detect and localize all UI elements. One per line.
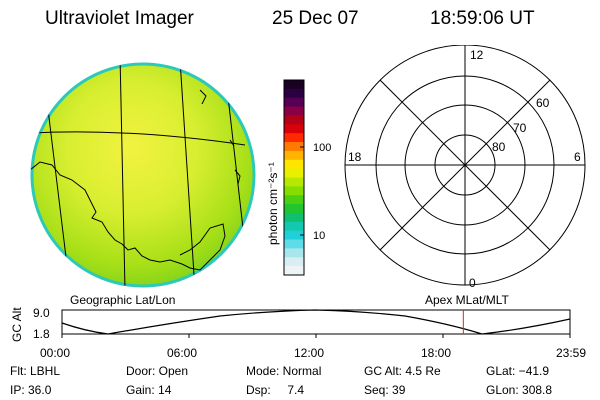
timeline-tick-label: 23:59: [556, 346, 586, 360]
colorbar-band: [284, 97, 304, 108]
info-ip: IP: 36.0: [10, 383, 52, 397]
info-dsp: Dsp: 7.4: [246, 383, 305, 397]
colorbar-label-10: 10: [313, 230, 325, 242]
info-gain: Gain: 14: [126, 383, 172, 397]
polar-label-18: 18: [348, 150, 362, 164]
timeline-ymin: 1.8: [33, 327, 50, 341]
info-gc-alt: GC Alt: 4.5 Re: [364, 364, 441, 378]
colorbar-band: [284, 142, 304, 152]
colorbar-band: [284, 266, 304, 276]
instrument-title: Ultraviolet Imager: [45, 8, 194, 29]
earth-disk: [31, 63, 255, 287]
info-mode: Mode: Normal: [246, 364, 322, 378]
info-seq: Seq: 39: [364, 383, 406, 397]
timeline-tick-label: 12:00: [294, 346, 324, 360]
map-label-apex: Apex MLat/MLT: [425, 294, 509, 307]
timeline-tick-label: 18:00: [421, 346, 451, 360]
colorbar-band: [284, 212, 304, 223]
colorbar-band: [284, 168, 304, 178]
colorbar-band: [284, 150, 304, 161]
info-filter: Flt: LBHL: [10, 364, 61, 378]
polar-label-70: 70: [513, 121, 527, 135]
timeline-tick-label: 06:00: [167, 346, 197, 360]
colorbar-band: [284, 186, 304, 196]
date-label: 25 Dec 07: [272, 8, 359, 29]
colorbar-band: [284, 88, 304, 99]
colorbar-band: [284, 257, 304, 267]
colorbar-band: [284, 106, 304, 116]
earth-image-panel: [30, 62, 256, 288]
altitude-timeline: Geographic Lat/Lon Apex MLat/MLT 9.0 1.8…: [10, 294, 586, 360]
polar-label-0: 0: [469, 276, 476, 290]
polar-label-12: 12: [470, 48, 484, 62]
title-bar: Ultraviolet Imager 25 Dec 07 18:59:06 UT: [0, 4, 600, 30]
polar-label-60: 60: [536, 96, 550, 110]
colorbar-band: [284, 195, 304, 205]
colorbar-band: [284, 124, 304, 134]
colorbar-unit-label: photon cm⁻²s⁻¹: [266, 162, 280, 245]
colorbar-band: [284, 221, 304, 232]
colorbar-band: [284, 133, 304, 143]
timeline-yaxis-label: GC Alt: [10, 307, 24, 342]
timeline-ymax: 9.0: [33, 306, 50, 320]
time-label: 18:59:06 UT: [430, 8, 535, 29]
coastline: [31, 89, 241, 271]
colorbar-label-100: 100: [313, 142, 331, 154]
map-label-geographic: Geographic Lat/Lon: [70, 294, 175, 307]
info-glon: GLon: 308.8: [486, 383, 553, 397]
colorbar-band: [284, 248, 304, 258]
polar-label-80: 80: [492, 140, 506, 154]
polar-diagonal-2: [379, 79, 551, 251]
timeline-frame: [61, 309, 571, 335]
info-door: Door: Open: [126, 364, 189, 378]
colorbar-frame: [283, 79, 305, 276]
polar-label-6: 6: [574, 150, 581, 164]
colorbar: 100 10 photon cm⁻²s⁻¹: [266, 79, 331, 276]
colorbar-band: [284, 159, 304, 170]
colorbar-gradient: [284, 80, 304, 276]
timeline-altitude-curve: [61, 309, 571, 335]
colorbar-band: [284, 230, 304, 241]
colorbar-band: [284, 115, 304, 125]
colorbar-band: [284, 239, 304, 249]
timeline-tick-label: 00:00: [40, 346, 70, 360]
colorbar-band: [284, 204, 304, 214]
info-glat: GLat: −41.9: [486, 364, 550, 378]
earth-limb: [30, 62, 256, 288]
polar-plot: 12 0 18 6 60 70 80: [344, 45, 586, 290]
colorbar-band: [284, 80, 304, 90]
colorbar-band: [284, 177, 304, 187]
